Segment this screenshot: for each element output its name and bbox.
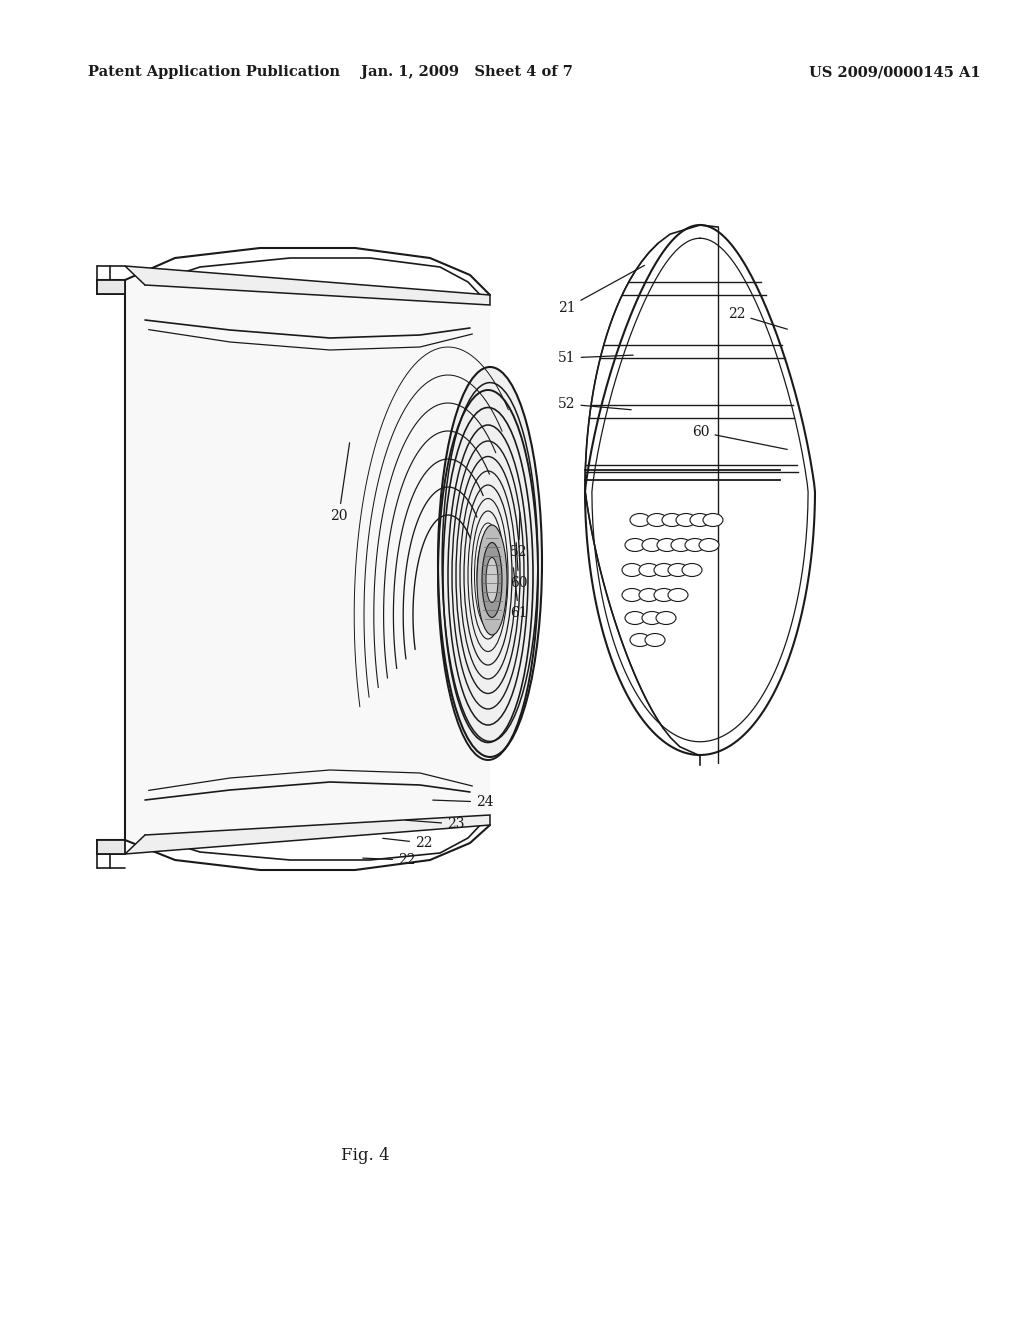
Ellipse shape (676, 513, 696, 527)
Ellipse shape (656, 611, 676, 624)
Ellipse shape (645, 634, 665, 647)
Ellipse shape (630, 634, 650, 647)
Text: 22: 22 (728, 308, 787, 329)
Ellipse shape (630, 513, 650, 527)
Ellipse shape (642, 539, 662, 552)
Ellipse shape (639, 564, 659, 577)
Ellipse shape (625, 611, 645, 624)
Text: 22: 22 (362, 853, 416, 867)
Text: 52: 52 (510, 512, 527, 558)
Ellipse shape (477, 525, 507, 635)
Ellipse shape (625, 539, 645, 552)
Text: 51: 51 (558, 351, 633, 366)
Text: 23: 23 (406, 817, 465, 832)
Ellipse shape (438, 367, 542, 756)
Ellipse shape (482, 543, 502, 618)
Polygon shape (125, 267, 490, 305)
Polygon shape (125, 814, 490, 854)
Polygon shape (125, 280, 490, 840)
Text: 61: 61 (510, 568, 527, 620)
Text: 22: 22 (383, 836, 432, 850)
Ellipse shape (622, 589, 642, 602)
Ellipse shape (622, 564, 642, 577)
Polygon shape (97, 280, 125, 294)
Text: 20: 20 (330, 442, 349, 523)
Text: 52: 52 (558, 397, 631, 411)
Text: US 2009/0000145 A1: US 2009/0000145 A1 (809, 65, 981, 79)
Ellipse shape (486, 557, 498, 602)
Text: Fig. 4: Fig. 4 (341, 1147, 389, 1163)
Text: 24: 24 (433, 795, 494, 809)
Ellipse shape (662, 513, 682, 527)
Ellipse shape (668, 564, 688, 577)
Text: 21: 21 (558, 265, 644, 315)
Ellipse shape (639, 589, 659, 602)
Polygon shape (97, 840, 125, 854)
Ellipse shape (657, 539, 677, 552)
Text: Jan. 1, 2009   Sheet 4 of 7: Jan. 1, 2009 Sheet 4 of 7 (361, 65, 573, 79)
Ellipse shape (654, 589, 674, 602)
Ellipse shape (668, 589, 688, 602)
Ellipse shape (647, 513, 667, 527)
Text: Patent Application Publication: Patent Application Publication (88, 65, 340, 79)
Ellipse shape (699, 539, 719, 552)
Ellipse shape (654, 564, 674, 577)
Ellipse shape (685, 539, 705, 552)
Ellipse shape (671, 539, 691, 552)
Text: 60: 60 (510, 543, 527, 590)
Ellipse shape (703, 513, 723, 527)
Ellipse shape (690, 513, 710, 527)
Ellipse shape (642, 611, 662, 624)
Text: 60: 60 (692, 425, 787, 449)
Ellipse shape (682, 564, 702, 577)
